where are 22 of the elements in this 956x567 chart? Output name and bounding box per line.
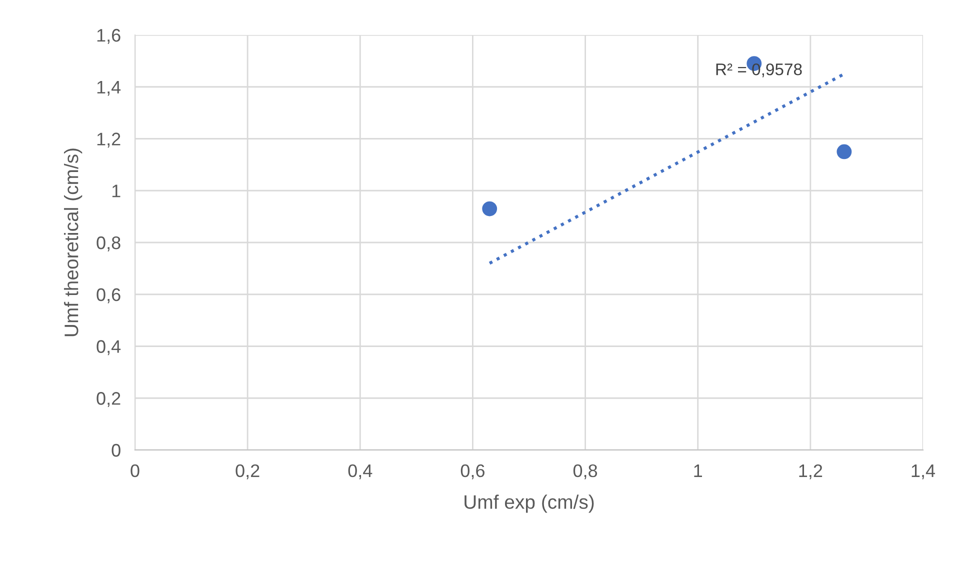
x-axis-title: Umf exp (cm/s) xyxy=(464,494,594,513)
y-tick-label: 0,2 xyxy=(96,392,120,407)
x-tick-label: 0,6 xyxy=(460,464,484,480)
x-tick-label: 0,4 xyxy=(348,464,372,480)
x-tick-label: 1,4 xyxy=(912,464,936,480)
x-tick-label: 0,8 xyxy=(573,464,598,480)
annotation: R² = 0,9578 xyxy=(716,63,802,78)
y-tick-label: 1,2 xyxy=(97,132,120,148)
y-tick-label: 0 xyxy=(112,444,120,457)
x-tick-label: 0,2 xyxy=(236,464,260,480)
x-tick-label: 1,2 xyxy=(799,464,822,480)
y-tick-label: 0,6 xyxy=(96,288,120,304)
x-tick-label: 0 xyxy=(130,464,140,478)
y-tick-label: 1 xyxy=(112,184,120,198)
x-tick-label: 1 xyxy=(694,464,702,477)
y-tick-label: 0,4 xyxy=(96,340,121,356)
point xyxy=(836,144,852,160)
y-tick-label: 1,4 xyxy=(97,80,121,96)
y-tick-label: 1,6 xyxy=(97,28,120,44)
point xyxy=(482,201,498,216)
y-tick-label: 0,8 xyxy=(96,236,120,252)
y-axis-title: Umf theoretical (cm/s) xyxy=(64,148,82,336)
